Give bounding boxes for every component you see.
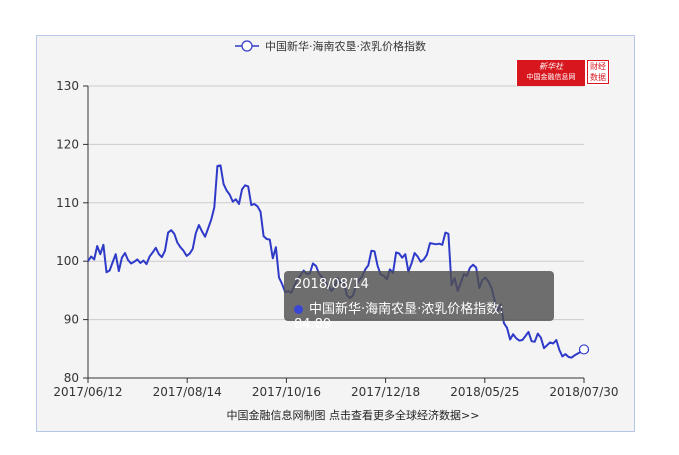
x-tick-label: 2018/07/30 — [549, 385, 618, 399]
footer-link[interactable]: 中国金融信息网制图 点击查看更多全球经济数据>> — [227, 408, 480, 422]
tooltip-date: 2018/08/14 — [294, 277, 369, 292]
y-tick-label: 130 — [56, 79, 79, 93]
x-tick-label: 2017/08/14 — [153, 385, 222, 399]
y-tick-label: 90 — [64, 313, 79, 327]
axes — [87, 86, 584, 379]
x-tick-label: 2018/05/25 — [450, 385, 519, 399]
data-tooltip: 2018/08/14 中国新华·海南农垦·浓乳价格指数: 84.89 — [284, 271, 554, 332]
tooltip-value: 中国新华·海南农垦·浓乳价格指数: 84.89 — [294, 302, 504, 332]
y-tick-label: 100 — [56, 254, 79, 268]
legend[interactable]: 中国新华·海南农垦·浓乳价格指数 — [235, 39, 426, 53]
x-tick-label: 2017/10/16 — [252, 385, 321, 399]
chart-frame — [36, 35, 635, 432]
x-tick-label: 2017/12/18 — [351, 385, 420, 399]
series-dot-icon — [294, 305, 303, 314]
x-axis-ticks: 2017/06/12 2017/08/14 2017/10/16 2017/12/18… — [53, 378, 619, 399]
x-tick-label: 2017/06/12 — [53, 385, 122, 399]
logo-red-block: 新华社 中国金融信息网 — [517, 60, 585, 86]
logo-box: 财经 数据 — [587, 60, 609, 84]
hover-point — [578, 344, 590, 355]
logo-line1: 新华社 — [539, 62, 563, 71]
y-tick-label: 80 — [64, 371, 79, 385]
logo-box-line2: 数据 — [590, 73, 606, 82]
legend-marker-icon — [241, 40, 253, 52]
logo-line2: 中国金融信息网 — [526, 73, 576, 81]
legend-label: 中国新华·海南农垦·浓乳价格指数 — [265, 39, 426, 53]
y-tick-label: 110 — [56, 196, 79, 210]
y-tick-label: 120 — [56, 137, 79, 151]
y-axis-ticks: 80 90 100 110 120 130 — [56, 79, 88, 385]
logo-box-line1: 财经 — [590, 62, 606, 71]
xinhua-logo[interactable]: 新华社 中国金融信息网 财经 数据 — [516, 60, 610, 86]
